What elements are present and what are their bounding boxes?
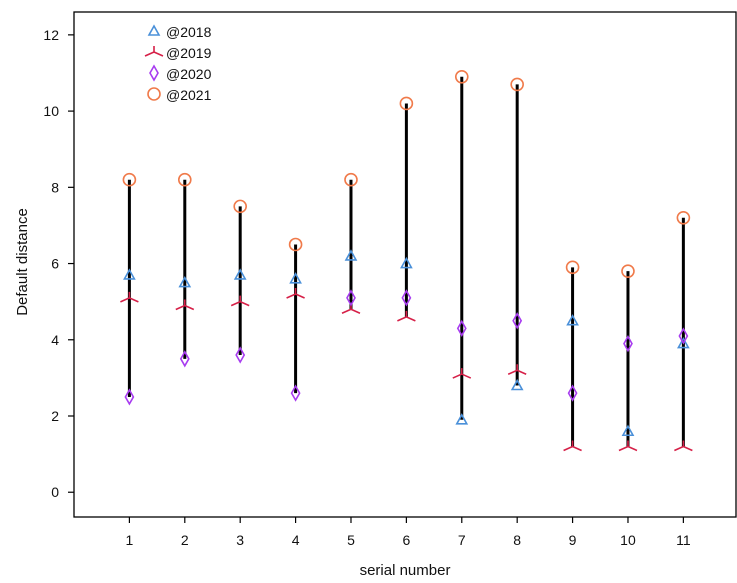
y-tick-label: 6: [51, 256, 59, 272]
x-tick-label: 5: [347, 532, 355, 548]
y-axis-title: Default distance: [14, 208, 31, 316]
marker-triangle: [510, 378, 524, 391]
y-axis: 0 2 4 6 8 10 12: [43, 27, 74, 500]
x-tick-label: 8: [513, 532, 521, 548]
marker-diamond: [401, 289, 412, 307]
marker-triangle: [233, 268, 247, 280]
marker-triangle: [289, 272, 302, 284]
x-tick-label: 1: [125, 532, 133, 548]
marker-tri-down: [120, 291, 139, 303]
x-tick-label: 9: [569, 532, 577, 548]
x-tick-label: 2: [181, 532, 189, 548]
marker-triangle: [344, 249, 358, 261]
marker-diamond: [512, 312, 523, 330]
y-tick-label: 12: [43, 27, 59, 43]
marker-diamond: [678, 327, 689, 345]
marker-tri-down: [286, 288, 305, 299]
legend-label: @2019: [166, 45, 212, 61]
marker-circle: [510, 77, 524, 92]
marker-tri-down: [452, 368, 472, 379]
marker-circle: [177, 172, 192, 187]
marker-triangle: [123, 268, 136, 280]
marker-diamond: [623, 334, 633, 353]
x-tick-label: 11: [676, 532, 691, 548]
y-tick-label: 2: [51, 408, 59, 424]
marker-diamond: [179, 350, 190, 368]
x-tick-label: 10: [620, 532, 636, 548]
marker-circle: [676, 211, 691, 225]
x-tick-label: 6: [402, 532, 410, 548]
marker-diamond: [124, 388, 135, 406]
marker-triangle: [566, 314, 579, 326]
marker-tri-down: [563, 440, 582, 452]
plot-frame: [73, 11, 737, 518]
legend-marker-triangle: [147, 24, 161, 36]
marker-diamond: [346, 289, 356, 307]
x-axis-title: serial number: [360, 562, 451, 579]
marker-tri-down: [397, 310, 416, 322]
marker-circle: [288, 237, 303, 252]
y-tick-label: 4: [51, 332, 59, 348]
marker-triangle: [677, 336, 690, 349]
marker-circle: [621, 264, 635, 278]
marker-tri-down: [175, 299, 195, 311]
legend: @2018 @2019 @2020 @2021: [144, 24, 212, 103]
marker-triangle: [455, 413, 469, 425]
marker-triangle: [621, 424, 635, 437]
legend-label: @2021: [166, 87, 212, 103]
marker-tri-down: [507, 364, 527, 375]
data-markers: [120, 69, 693, 452]
legend-marker-circle: [147, 87, 161, 101]
marker-diamond: [456, 319, 467, 337]
marker-circle: [344, 172, 358, 187]
x-tick-label: 3: [236, 532, 244, 548]
marker-diamond: [567, 384, 578, 402]
x-tick-label: 4: [292, 532, 300, 548]
marker-diamond: [290, 384, 301, 402]
x-axis: 1 2 3 4 5 6 7 8 9 10 11: [125, 517, 691, 548]
y-tick-label: 0: [51, 484, 59, 500]
legend-marker-tri-down: [144, 46, 164, 57]
y-tick-label: 8: [51, 179, 59, 195]
marker-circle: [565, 260, 580, 275]
marker-circle: [122, 172, 137, 187]
marker-circle: [399, 96, 414, 111]
marker-triangle: [178, 275, 192, 288]
x-tick-label: 7: [458, 532, 466, 548]
marker-circle: [233, 199, 247, 214]
marker-tri-down: [230, 295, 250, 307]
marker-diamond: [235, 346, 246, 364]
marker-tri-down: [618, 440, 638, 452]
legend-label: @2020: [166, 66, 212, 82]
marker-tri-down: [674, 440, 693, 452]
marker-triangle: [400, 256, 413, 269]
legend-marker-diamond: [149, 64, 159, 82]
marker-circle: [454, 69, 469, 84]
y-tick-label: 10: [43, 103, 59, 119]
legend-label: @2018: [166, 24, 212, 40]
range-lines: [127, 76, 685, 447]
